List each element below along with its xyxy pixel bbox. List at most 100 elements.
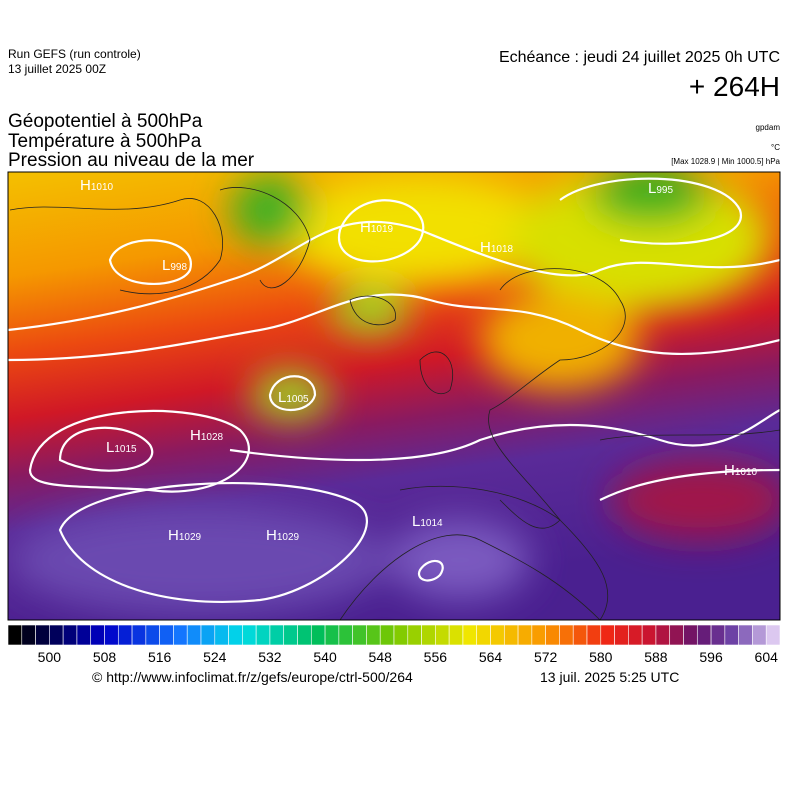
source-url: © http://www.infoclimat.fr/z/gefs/europe… [92, 669, 413, 685]
colorbar-swatch [269, 624, 285, 646]
colorbar-swatch [586, 624, 602, 646]
unit: gpdam [756, 123, 781, 132]
colorbar-swatch [310, 624, 326, 646]
colorbar-swatch [145, 624, 160, 646]
colorbar-swatch [696, 624, 712, 646]
pressure-centers: H1010 L998 H1019 H1018 L995 L1005 H1028 … [80, 177, 758, 544]
colorbar-swatch [297, 624, 312, 646]
colorbar-label: 588 [644, 649, 668, 665]
colorbar-label: 580 [589, 649, 613, 665]
colorbar-swatch [173, 624, 188, 646]
colorbar-swatch [76, 624, 92, 646]
center: L1014 [412, 513, 443, 530]
colorbar-label: 532 [258, 649, 282, 665]
center: H1019 [360, 219, 394, 236]
unit: [Max 1028.9 | Min 1000.5] hPa [671, 157, 780, 166]
colorbar-swatch [324, 624, 340, 646]
title: Géopotentiel à 500hPa [8, 111, 203, 132]
colorbar-swatch [62, 624, 78, 646]
colorbar-swatch [752, 624, 767, 646]
colorbar-swatch [531, 624, 546, 646]
colorbar-swatch [90, 624, 105, 646]
center: H1029 [168, 527, 202, 544]
colorbar-swatch [628, 624, 643, 646]
colorbar-swatch [738, 624, 753, 646]
colorbar-label: 540 [313, 649, 337, 665]
colorbar-swatch [49, 624, 64, 646]
run: Run GEFS (run controle) [8, 47, 141, 61]
colorbar-swatch [724, 624, 739, 646]
colorbar-swatch [765, 624, 781, 646]
colorbar-swatch [476, 624, 491, 646]
colorbar-swatch [131, 624, 147, 646]
center: L998 [162, 257, 187, 274]
colorbar-swatch [655, 624, 671, 646]
center: H1029 [266, 527, 300, 544]
colorbar-swatch [448, 624, 464, 646]
colorbar-swatch [710, 624, 726, 646]
colorbar-swatch [462, 624, 478, 646]
colorbar-swatch [545, 624, 560, 646]
title: Pression au niveau de la mer [8, 150, 255, 171]
colorbar-swatch [35, 624, 50, 646]
colorbar-swatch [490, 624, 505, 646]
colorbar-swatch [186, 624, 202, 646]
colorbar-swatch [104, 624, 119, 646]
colorbar-swatch [366, 624, 381, 646]
coastlines [9, 187, 780, 620]
colorbar-label: 564 [479, 649, 503, 665]
issue-time: 13 juil. 2025 5:25 UTC [540, 669, 679, 685]
colorbar-swatch [572, 624, 588, 646]
center: H1018 [480, 239, 514, 256]
colorbar: 500 508 516 524 532 540 548 556 564 572 580 588 596 6… [7, 624, 781, 665]
echeance: Echéance : jeudi 24 juillet 2025 0h UTC [499, 49, 780, 66]
colorbar-swatch [159, 624, 174, 646]
colorbar-swatch [283, 624, 298, 646]
colorbar-swatch [117, 624, 133, 646]
colorbar-swatch [352, 624, 367, 646]
colorbar-swatch [407, 624, 422, 646]
colorbar-label: 604 [755, 649, 779, 665]
colorbar-swatch [517, 624, 533, 646]
colorbar-label: 516 [148, 649, 172, 665]
lead-time: + 264H [689, 71, 780, 102]
colorbar-label: 548 [369, 649, 393, 665]
colorbar-swatch [214, 624, 229, 646]
colorbar-swatch [338, 624, 353, 646]
center: H1028 [190, 427, 224, 444]
center: L995 [648, 180, 673, 197]
colorbar-swatch [683, 624, 698, 646]
colorbar-swatch [242, 624, 257, 646]
center: H1010 [80, 177, 114, 194]
colorbar-label: 524 [203, 649, 227, 665]
colorbar-swatch [614, 624, 629, 646]
colorbar-swatch [421, 624, 436, 646]
map: H1010 L998 H1019 H1018 L995 L1005 H1028 … [8, 172, 780, 620]
colorbar-swatch [200, 624, 216, 646]
center: H1010 [724, 462, 758, 479]
colorbar-swatch [255, 624, 271, 646]
colorbar-swatch [393, 624, 409, 646]
colorbar-swatch [669, 624, 684, 646]
unit: °C [771, 143, 780, 152]
colorbar-swatch [435, 624, 450, 646]
colorbar-swatch [641, 624, 657, 646]
run-date: 13 juillet 2025 00Z [8, 62, 106, 76]
colorbar-label: 572 [534, 649, 558, 665]
colorbar-swatch [559, 624, 574, 646]
title: Température à 500hPa [8, 131, 202, 152]
colorbar-swatch [503, 624, 519, 646]
colorbar-label: 596 [699, 649, 723, 665]
center: L1015 [106, 439, 137, 456]
isobars [8, 177, 780, 604]
center: L1005 [278, 389, 309, 406]
colorbar-swatch [228, 624, 243, 646]
colorbar-swatch [21, 624, 36, 646]
colorbar-swatch [7, 624, 23, 646]
colorbar-swatch [600, 624, 615, 646]
colorbar-swatch [379, 624, 395, 646]
colorbar-label: 556 [424, 649, 448, 665]
map-frame [7, 171, 781, 621]
colorbar-label: 508 [93, 649, 117, 665]
